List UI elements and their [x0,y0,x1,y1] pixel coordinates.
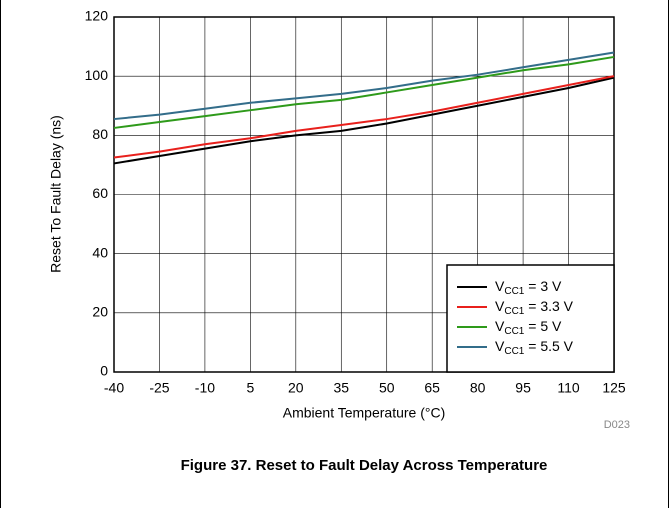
x-tick-label: 5 [246,380,254,396]
x-tick-label: 95 [515,380,531,396]
caption: Figure 37. Reset to Fault Delay Across T… [181,457,548,474]
legend-label: VCC1 = 5.5 V [495,338,574,357]
y-tick-label: 60 [92,185,108,201]
x-tick-label: -25 [149,380,169,396]
y-axis-label: Reset To Fault Delay (ns) [48,115,64,273]
y-tick-label: 100 [85,67,109,83]
x-tick-label: -10 [195,380,215,396]
x-tick-label: -40 [104,380,124,396]
legend-label: VCC1 = 5 V [495,318,562,337]
figure-id: D023 [604,419,630,431]
x-tick-label: 50 [379,380,395,396]
y-tick-label: 0 [100,363,108,379]
series-line [113,55,615,129]
series-line [113,51,615,121]
y-tick-label: 120 [85,8,109,24]
y-tick-label: 20 [92,304,108,320]
legend-box [446,264,615,373]
legend-label: VCC1 = 3.3 V [495,298,574,317]
y-tick-label: 80 [92,126,108,142]
x-tick-label: 80 [470,380,486,396]
x-axis-label: Ambient Temperature (°C) [283,405,446,421]
legend-label: VCC1 = 3 V [495,278,562,297]
series-line [113,75,615,159]
plot-frame [113,16,615,373]
y-tick-label: 40 [92,244,108,260]
x-tick-label: 125 [602,380,626,396]
x-tick-label: 110 [557,380,580,396]
x-tick-label: 35 [333,380,349,396]
series-line [113,76,615,165]
x-tick-label: 20 [288,380,304,396]
x-tick-label: 65 [424,380,440,396]
